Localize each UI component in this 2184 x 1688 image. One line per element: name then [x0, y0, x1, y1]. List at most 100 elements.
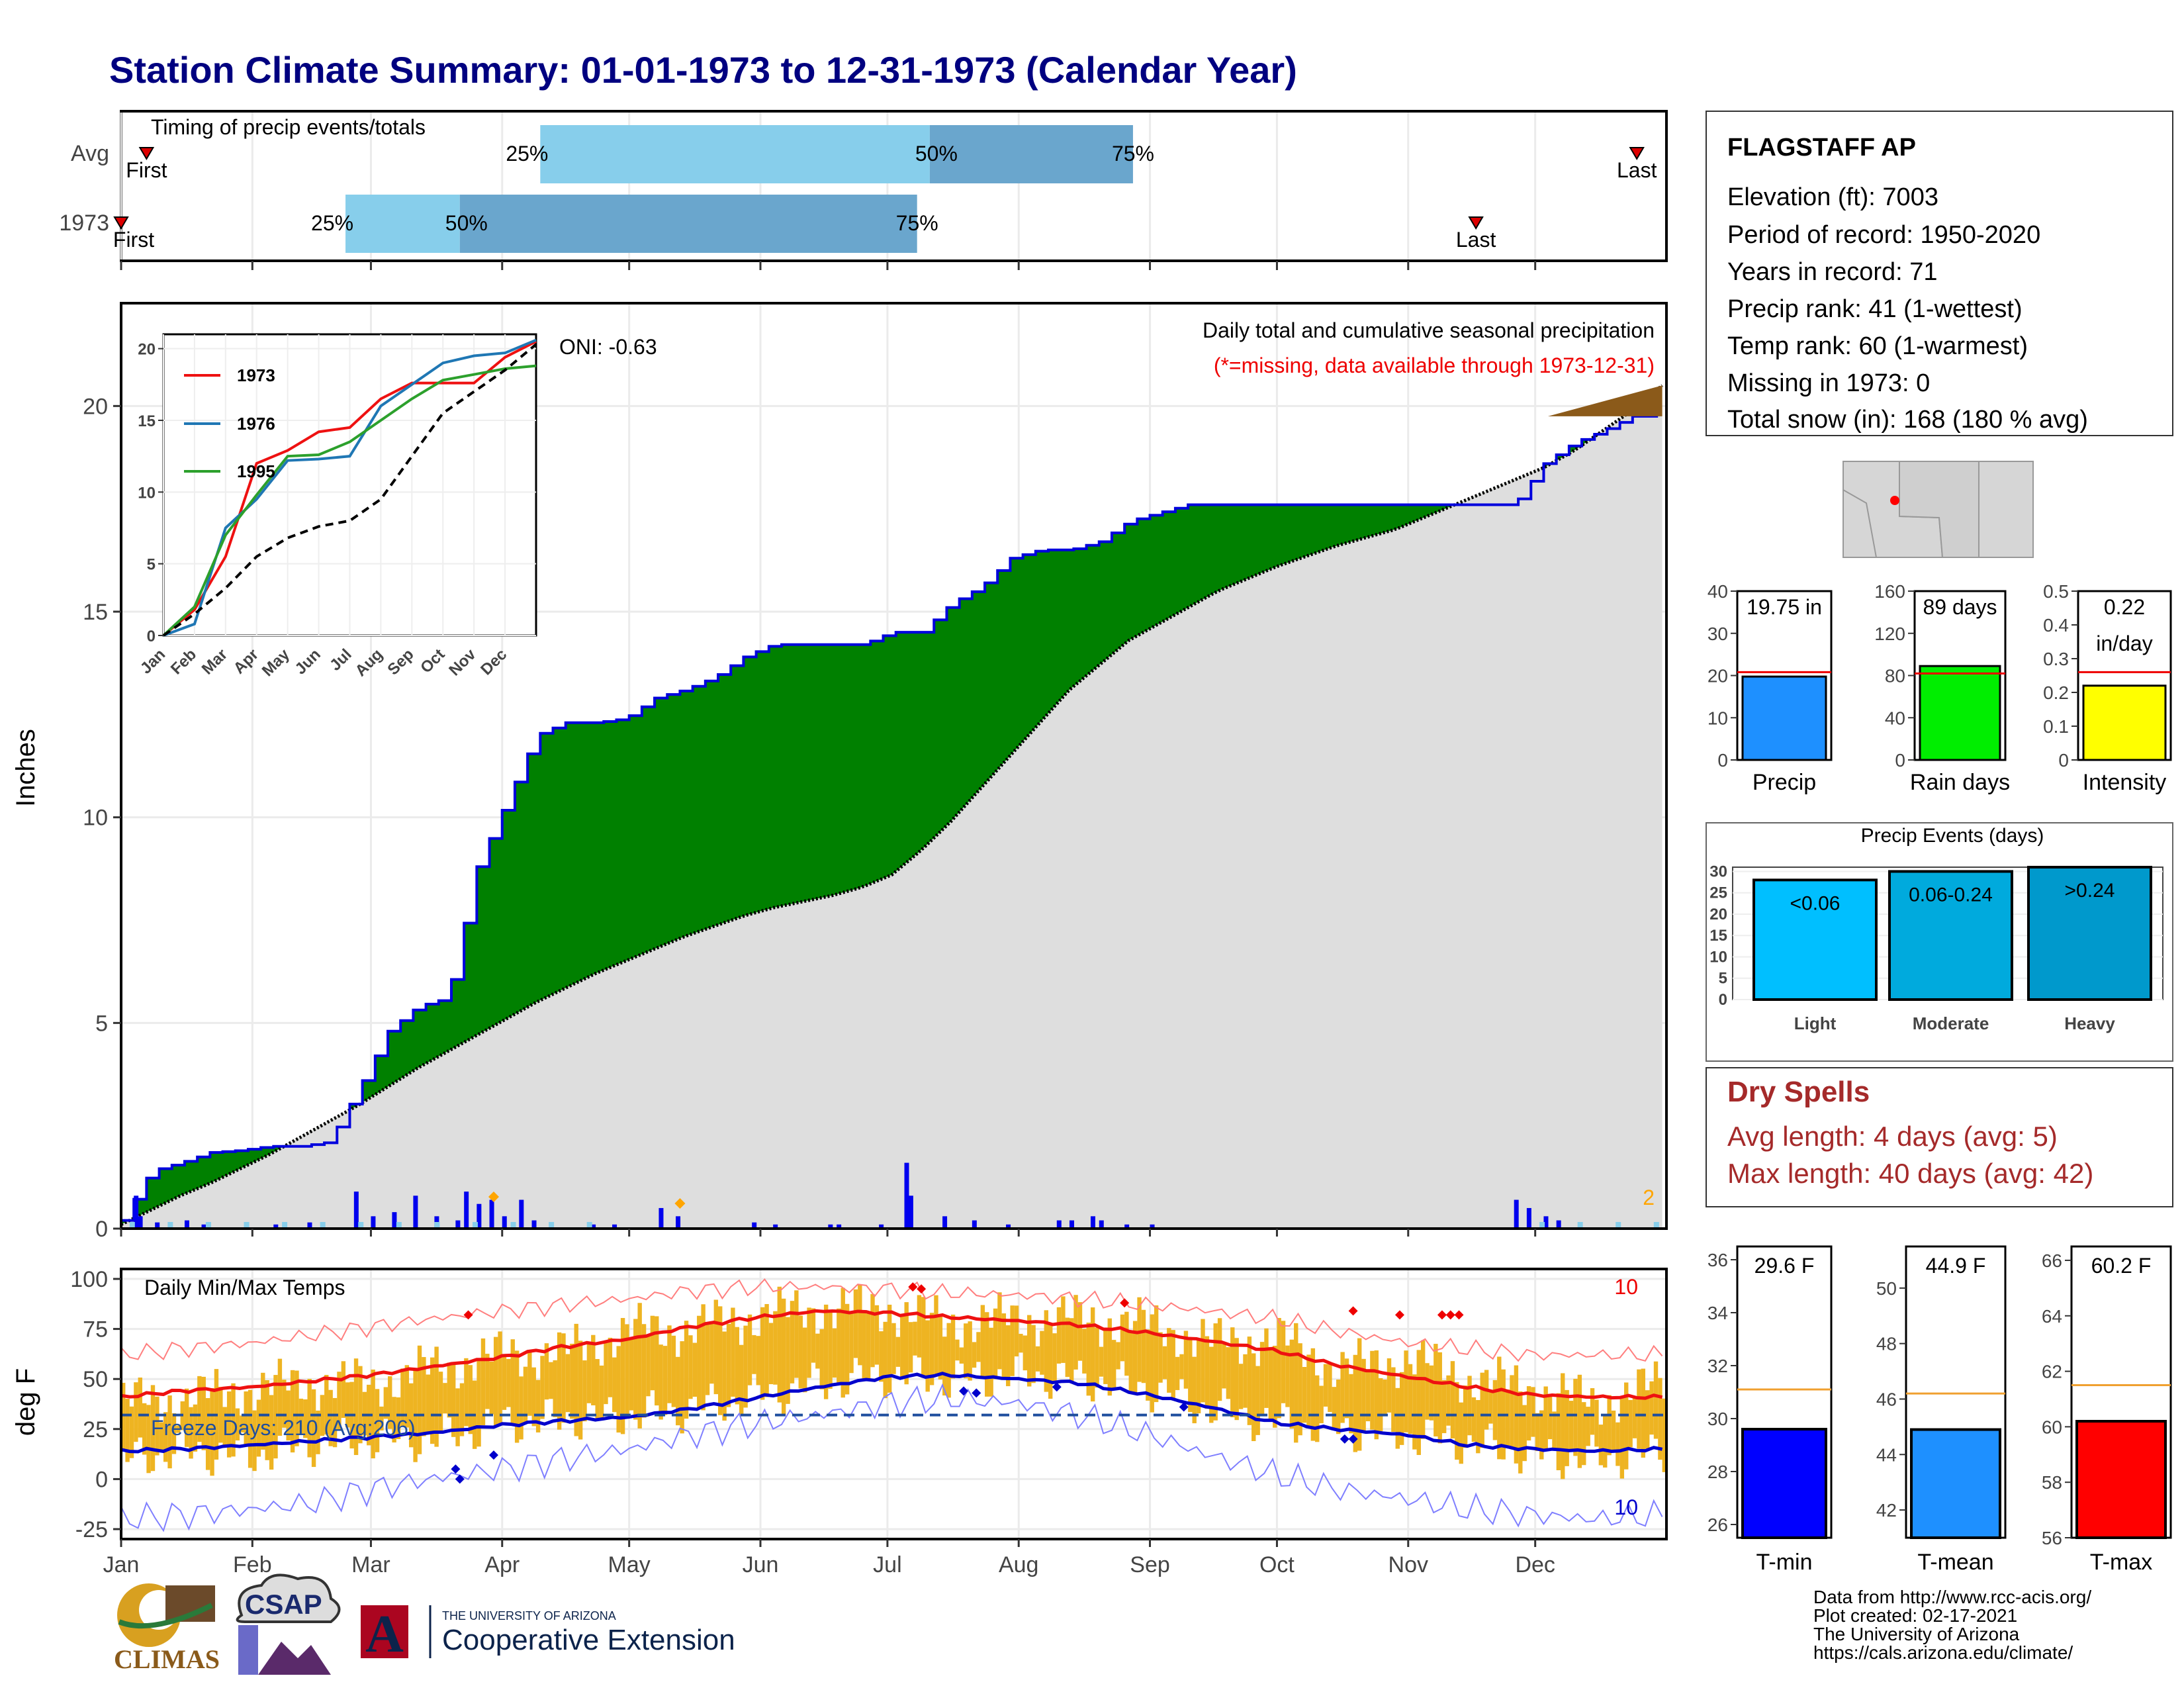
record-low-marker	[488, 1450, 498, 1460]
daily-temp-range-bar	[646, 1335, 651, 1397]
daily-temp-range-bar	[1399, 1372, 1404, 1445]
daily-temp-range-bar	[662, 1346, 668, 1415]
daily-precip-bar	[1090, 1216, 1095, 1229]
daily-temp-range-bar	[1446, 1375, 1451, 1426]
daily-temp-range-bar	[167, 1395, 172, 1469]
daily-temp-range-bar	[1378, 1378, 1383, 1431]
record-high-marker	[463, 1310, 473, 1320]
daily-temp-range-bar	[650, 1315, 655, 1391]
daily-precip-bar	[502, 1216, 507, 1229]
daily-temp-range-bar	[574, 1323, 578, 1436]
daily-temp-range-bar	[841, 1288, 845, 1398]
daily-temp-range-bar	[964, 1323, 968, 1379]
dry-spells-title: Dry Spells	[1727, 1076, 1870, 1108]
daily-temp-range-bar	[1001, 1313, 1007, 1378]
daily-temp-range-bar	[218, 1387, 223, 1443]
timing-row-label-year: 1973	[59, 211, 109, 236]
daily-temp-range-bar	[1209, 1346, 1214, 1423]
daily-temp-range-bar	[985, 1312, 989, 1397]
daily-temp-range-bar	[549, 1362, 553, 1399]
daily-temp-range-bar	[760, 1307, 765, 1400]
daily-temp-range-bar	[277, 1358, 283, 1436]
daily-temp-range-bar	[1111, 1340, 1116, 1389]
daily-temp-range-bar	[1179, 1354, 1184, 1380]
daily-precip-bar	[591, 1224, 596, 1229]
precip-ytick-label: 5	[95, 1011, 108, 1036]
daily-temp-range-bar	[256, 1399, 261, 1457]
daily-temp-range-bar	[1120, 1314, 1125, 1362]
daily-precip-bar	[371, 1216, 376, 1229]
daily-temp-range-bar	[1353, 1354, 1358, 1452]
daily-precip-bar	[155, 1222, 160, 1229]
daily-temp-range-bar	[756, 1336, 760, 1385]
daily-precip-bar	[676, 1216, 681, 1229]
daily-temp-range-bar	[684, 1321, 689, 1419]
daily-temp-range-bar	[659, 1344, 663, 1420]
record-low-marker	[1348, 1434, 1358, 1444]
temp-summary-ytick-label: 56	[2042, 1528, 2062, 1548]
record-high-marker	[1454, 1310, 1464, 1320]
daily-temp-range-bar	[443, 1383, 447, 1414]
daily-precip-bar	[273, 1224, 279, 1229]
timing-title: Timing of precip events/totals	[151, 115, 426, 139]
footer-line-org: The University of Arizona	[1813, 1624, 2020, 1644]
daily-temp-range-bar	[883, 1321, 887, 1399]
daily-temp-range-bar	[1302, 1367, 1307, 1423]
precip-average-area	[121, 385, 1662, 1229]
daily-temp-range-bar	[316, 1410, 320, 1454]
daily-temp-range-bar	[1450, 1361, 1455, 1439]
missing-data-marker	[674, 1198, 686, 1209]
daily-temp-range-bar	[514, 1350, 520, 1443]
month-label: Jun	[743, 1552, 779, 1577]
page-title: Station Climate Summary: 01-01-1973 to 1…	[109, 49, 1297, 91]
daily-temp-range-bar	[578, 1340, 583, 1440]
timing-p75-label: 75%	[1112, 142, 1154, 165]
summary-value-label: 89 days	[1923, 595, 1997, 619]
daily-temp-range-bar	[1323, 1364, 1328, 1407]
daily-temp-range-bar	[625, 1324, 629, 1419]
daily-temp-range-bar	[1420, 1340, 1426, 1439]
daily-temp-range-bar	[1277, 1318, 1281, 1419]
daily-temp-range-bar	[655, 1316, 659, 1406]
temp-summary-bars: 26 28 30 32 34 36 29.6 F T-min 42 44 46 48 50 44.9 F T…	[1707, 1245, 2172, 1575]
daily-temp-range-bar	[1370, 1350, 1375, 1430]
daily-precip-bar	[353, 1192, 359, 1229]
daily-temp-range-bar	[1128, 1331, 1133, 1394]
daily-temp-range-bar	[879, 1331, 884, 1382]
daily-temp-range-bar	[493, 1336, 498, 1427]
daily-precip-bar	[1124, 1224, 1130, 1229]
month-label: Oct	[1259, 1552, 1295, 1577]
daily-temp-range-bar	[1061, 1296, 1066, 1363]
dry-spells-max: Max length: 40 days (avg: 42)	[1727, 1158, 2093, 1189]
daily-temp-range-bar	[1463, 1385, 1468, 1448]
daily-temp-range-bar	[959, 1347, 964, 1364]
events-ytick-label: 0	[1719, 991, 1727, 1009]
daily-temp-range-bar	[358, 1366, 363, 1444]
daily-temp-range-bar	[290, 1370, 295, 1453]
daily-temp-range-bar	[874, 1305, 880, 1365]
trace-precip-marker	[1615, 1222, 1621, 1227]
daily-temp-range-bar	[705, 1325, 710, 1395]
temp-summary-bar	[1741, 1428, 1827, 1539]
daily-temp-range-bar	[1357, 1338, 1362, 1451]
daily-temp-range-bar	[1167, 1328, 1171, 1393]
daily-precip-bar	[413, 1196, 418, 1229]
temp-ytick-label: 50	[83, 1367, 108, 1392]
ua-logo-small-text: THE UNIVERSITY OF ARIZONA	[442, 1609, 616, 1622]
temp-summary-ytick-label: 44	[1876, 1444, 1897, 1465]
trace-precip-marker	[1653, 1222, 1659, 1227]
daily-temp-range-bar	[337, 1372, 341, 1431]
daily-temp-range-bar	[853, 1289, 858, 1358]
daily-temp-range-bar	[269, 1395, 274, 1470]
month-label: Aug	[999, 1552, 1039, 1577]
daily-temp-range-bar	[1645, 1390, 1650, 1449]
events-category-label: Moderate	[1913, 1013, 1989, 1033]
daily-temp-range-bar	[1374, 1350, 1379, 1440]
daily-temp-range-bar	[1150, 1314, 1154, 1413]
inset-ytick-label: 15	[138, 412, 156, 430]
daily-precip-bar	[837, 1224, 842, 1229]
missing-data-marker	[488, 1192, 499, 1202]
daily-temp-range-bar	[205, 1398, 210, 1470]
inset-legend-label: 1973	[237, 365, 275, 385]
daily-precip-bar	[1526, 1207, 1531, 1229]
